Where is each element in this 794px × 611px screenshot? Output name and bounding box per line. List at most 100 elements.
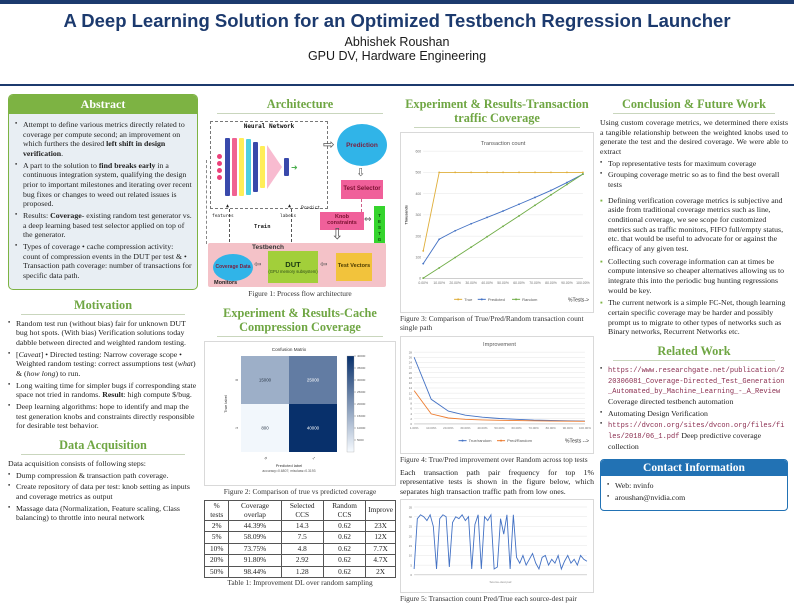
svg-text:0: 0 bbox=[235, 379, 239, 381]
svg-text:True label: True label bbox=[223, 395, 228, 413]
svg-text:Predicted: Predicted bbox=[488, 297, 505, 302]
table-cell: 2% bbox=[203, 519, 230, 533]
figure1-caption: Figure 1: Process flow architecture bbox=[248, 289, 352, 299]
svg-text:80.00%: 80.00% bbox=[545, 281, 557, 285]
svg-text:35000: 35000 bbox=[357, 366, 366, 370]
table-row: 5% 58.09% 7.5 0.62 12X bbox=[203, 531, 396, 544]
vectors-to-dut-arrow-icon: ⇦ bbox=[320, 260, 328, 271]
list-item: Results: Coverage- existing random test … bbox=[15, 211, 192, 240]
features-arrowhead-icon: ▲ bbox=[226, 203, 230, 210]
figure5-source-dest-chart: 0 5 10 15 20 25 30 35 Source-dest pair bbox=[400, 498, 594, 593]
svg-text:90.00%: 90.00% bbox=[563, 426, 574, 430]
svg-text:accuracy=0.6807; misclass=0.31: accuracy=0.6807; misclass=0.3193 bbox=[262, 469, 315, 473]
svg-text:22: 22 bbox=[409, 366, 413, 370]
testgen-box: TESTGEN bbox=[374, 206, 385, 263]
list-item: Collecting such coverage information can… bbox=[600, 257, 788, 296]
table-header-cell: Random CCS bbox=[322, 500, 367, 521]
svg-text:Thousands: Thousands bbox=[405, 205, 409, 224]
conclusion-heading: Conclusion & Future Work bbox=[621, 97, 767, 111]
list-item: Web: nvinfo bbox=[607, 481, 782, 491]
svg-text:15000: 15000 bbox=[259, 378, 272, 383]
related-item: Automating Design Verification bbox=[600, 409, 788, 419]
transaction-paragraph: Each transaction path pair frequency for… bbox=[400, 467, 594, 497]
test-selector-box: Test Selector bbox=[341, 180, 383, 200]
coverage-data-node: Coverage Data bbox=[213, 254, 253, 282]
svg-text:20.00%: 20.00% bbox=[449, 281, 461, 285]
features-dashed-line bbox=[229, 209, 230, 243]
list-item: A part to the solution to find breaks ea… bbox=[15, 161, 192, 209]
svg-text:1: 1 bbox=[312, 456, 316, 460]
svg-text:300: 300 bbox=[415, 213, 421, 217]
svg-text:Pred/Random: Pred/Random bbox=[507, 438, 533, 443]
transaction-section: Experiment & Results-Transaction traffic… bbox=[400, 97, 594, 604]
selector-knob-dashed-link bbox=[361, 199, 362, 213]
table-row: 10% 73.75% 4.8 0.62 7.7X bbox=[203, 542, 396, 556]
abstract-section: Abstract Attempt to define various metri… bbox=[8, 94, 198, 290]
svg-text:60.00%: 60.00% bbox=[511, 426, 522, 430]
reference-link[interactable]: https://www.researchgate.net/publication… bbox=[608, 367, 785, 397]
labels-arrowhead-icon: ▲ bbox=[288, 203, 292, 210]
column-3: Experiment & Results-Transaction traffic… bbox=[400, 94, 594, 611]
dut-sublabel: (GPU memory subsystem) bbox=[268, 269, 318, 275]
list-item: Massage data (Normalization, Feature sca… bbox=[8, 504, 198, 523]
table-row: 50% 98.44% 1.28 0.62 2X bbox=[203, 565, 396, 578]
svg-text:4: 4 bbox=[410, 412, 412, 416]
list-item: Top representative tests for maximum cov… bbox=[600, 159, 788, 169]
svg-text:Source-dest pair: Source-dest pair bbox=[489, 580, 511, 584]
svg-text:10: 10 bbox=[409, 553, 413, 557]
svg-text:50.00%: 50.00% bbox=[497, 281, 509, 285]
list-item: The current network is a simple FC-Net, … bbox=[600, 298, 788, 337]
table-cell: 0.62 bbox=[322, 542, 367, 556]
svg-text:10: 10 bbox=[409, 396, 413, 400]
svg-text:30.00%: 30.00% bbox=[465, 281, 477, 285]
table-cell: 12X bbox=[365, 531, 396, 544]
figure3-caption: Figure 3: Comparison of True/Pred/Random… bbox=[400, 314, 584, 332]
chart-svg: 15000 25000 800 40000 Confusion Matrix 0 1 0 1 Tr… bbox=[223, 347, 366, 473]
left-right-arrow-icon: ⇔ bbox=[364, 215, 372, 226]
table-cell: 20% bbox=[203, 554, 230, 567]
poster-author: Abhishek Roushan bbox=[344, 35, 450, 49]
svg-text:90.00%: 90.00% bbox=[561, 281, 573, 285]
svg-text:Random: Random bbox=[522, 297, 538, 302]
table-cell: 2.92 bbox=[280, 554, 324, 567]
monitors-label: Monitors bbox=[214, 280, 238, 287]
architecture-section: Architecture Neural Network bbox=[204, 97, 396, 299]
svg-text:True/random: True/random bbox=[469, 438, 493, 443]
svg-text:24: 24 bbox=[409, 360, 413, 364]
chart-svg: 0 100 200 300 400 500 600 0.00% 10.00% 20.00% 30.0… bbox=[405, 141, 590, 304]
svg-text:100: 100 bbox=[415, 256, 421, 260]
svg-text:6: 6 bbox=[410, 407, 412, 411]
knob-constraints-box: Knob constraints bbox=[320, 212, 364, 231]
svg-text:60.00%: 60.00% bbox=[513, 281, 525, 285]
svg-text:1.00%: 1.00% bbox=[410, 426, 419, 430]
table-cell: 0.62 bbox=[322, 519, 367, 533]
figure2-caption: Figure 2: Comparison of true vs predicte… bbox=[223, 487, 377, 497]
svg-text:10.00%: 10.00% bbox=[426, 426, 437, 430]
table-cell: 58.09% bbox=[228, 531, 282, 544]
svg-text:20: 20 bbox=[409, 371, 413, 375]
motivation-heading: Motivation bbox=[73, 297, 133, 312]
svg-text:20000: 20000 bbox=[357, 402, 366, 406]
nn-trapezoid bbox=[267, 145, 282, 190]
table-header-cell: Coverage overlap bbox=[228, 500, 282, 521]
labels-label: labels bbox=[280, 214, 297, 220]
table-header-cell: Improve bbox=[365, 500, 396, 521]
data-acquisition-section: Data Acquisition Data acquisition consis… bbox=[8, 438, 198, 523]
reference-link[interactable]: https://dvcon.org/sites/dvcon.org/files/… bbox=[608, 422, 785, 442]
transaction-heading: Experiment & Results-Transaction traffic… bbox=[405, 97, 589, 126]
feedback-dashed-line bbox=[206, 160, 207, 245]
figure5-caption: Figure 5: Transaction count Pred/True ea… bbox=[400, 593, 577, 603]
heading-rule bbox=[413, 127, 581, 129]
svg-text:%Tests->: %Tests-> bbox=[568, 298, 589, 304]
svg-text:0.00%: 0.00% bbox=[418, 281, 428, 285]
column-2: Architecture Neural Network bbox=[203, 94, 396, 595]
svg-text:70.00%: 70.00% bbox=[529, 426, 540, 430]
list-item: Random test run (without bias) fair for … bbox=[8, 319, 198, 348]
abstract-heading: Abstract bbox=[9, 95, 197, 114]
svg-text:Transaction count: Transaction count bbox=[481, 141, 526, 147]
figure4-improvement-chart: 0 2 4 6 8 10 12 14 16 18 20 22 24 26 28 1.00% 10.00% 20.0… bbox=[400, 335, 594, 454]
svg-text:40000: 40000 bbox=[357, 354, 366, 358]
svg-text:8: 8 bbox=[410, 401, 412, 405]
list-item: Deep learning algorithms: hope to identi… bbox=[8, 402, 198, 431]
